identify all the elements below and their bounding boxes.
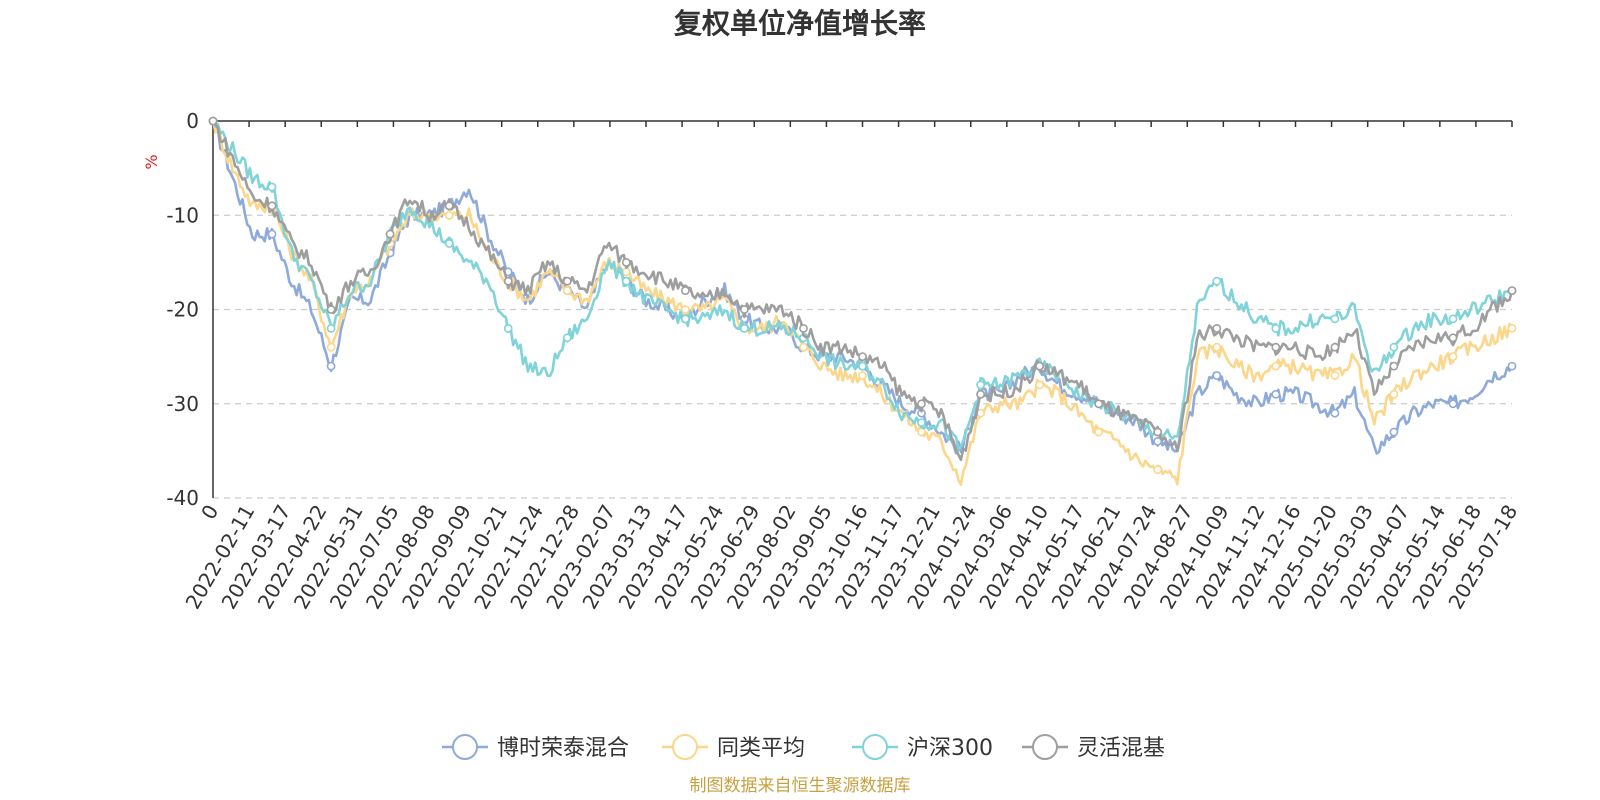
series-line-1	[211, 120, 1514, 486]
data-source-note: 制图数据来自恒生聚源数据库	[690, 776, 911, 796]
series-marker	[917, 399, 926, 409]
series-marker	[799, 323, 808, 333]
y-axis-ticks: 0 -10 -20 -30 -40	[166, 109, 199, 510]
series-marker	[1389, 342, 1399, 352]
series-marker	[681, 286, 690, 295]
grid-lines	[213, 214, 1512, 499]
series-line-2	[211, 120, 1513, 452]
series-marker	[503, 323, 513, 333]
series-marker	[681, 314, 690, 324]
series-marker	[562, 333, 572, 343]
legend-item-1[interactable]: 同类平均	[662, 734, 805, 761]
legend-label: 灵活混基	[1077, 736, 1165, 761]
series-marker	[444, 239, 454, 248]
series-marker	[799, 342, 808, 352]
series-marker	[1389, 427, 1399, 437]
series-lines	[208, 116, 1517, 486]
y-tick-label: -40	[166, 486, 199, 510]
series-marker	[976, 380, 985, 390]
legend-label: 博时荣泰混合	[497, 736, 629, 761]
series-marker	[1448, 333, 1458, 343]
series-line-3	[211, 120, 1514, 462]
y-tick-label: -20	[166, 298, 199, 322]
series-marker	[858, 352, 867, 361]
series-marker	[444, 210, 454, 220]
series-marker	[1153, 436, 1163, 446]
series-marker	[1330, 342, 1340, 352]
series-marker	[1507, 286, 1517, 295]
series-marker	[1330, 408, 1340, 418]
series-marker	[326, 361, 336, 371]
legend-label: 同类平均	[717, 736, 805, 761]
series-marker	[917, 418, 926, 427]
series-marker	[1271, 342, 1281, 352]
series-marker	[326, 342, 336, 352]
legend-label: 沪深300	[907, 736, 993, 761]
series-marker	[267, 182, 277, 192]
series-marker	[681, 305, 690, 314]
y-tick-label: -10	[166, 203, 199, 227]
legend-marker	[452, 734, 478, 760]
series-marker	[1389, 361, 1399, 371]
series-marker	[1448, 399, 1458, 409]
series-marker	[326, 305, 336, 314]
series-marker	[858, 371, 867, 380]
y-tick-label: 0	[186, 109, 199, 133]
series-marker	[1212, 342, 1222, 352]
series-marker	[621, 267, 631, 277]
series-marker	[503, 276, 513, 286]
series-marker	[1507, 323, 1517, 333]
series-marker	[1448, 352, 1458, 361]
series-marker	[1153, 465, 1163, 475]
y-axis-unit: %	[142, 154, 161, 169]
series-marker	[621, 276, 631, 286]
series-marker	[1389, 389, 1399, 399]
series-marker	[326, 323, 336, 333]
series-marker	[740, 323, 749, 333]
x-axis-ticks: 02022-02-112022-03-172022-04-222022-05-3…	[181, 121, 1522, 613]
y-tick-label: -30	[166, 392, 199, 416]
legend-marker	[672, 734, 698, 760]
series-marker	[740, 305, 749, 314]
series-marker	[1212, 323, 1222, 333]
legend-marker	[862, 734, 888, 760]
series-marker	[976, 389, 985, 399]
series-marker	[1212, 276, 1222, 286]
series-marker	[917, 427, 926, 437]
series-marker	[1094, 399, 1104, 409]
legend-item-3[interactable]: 灵活混基	[1022, 734, 1165, 761]
series-marker	[444, 201, 454, 211]
series-marker	[1330, 314, 1340, 324]
series-marker	[267, 201, 277, 211]
series-marker	[858, 361, 867, 371]
series-marker	[1035, 380, 1044, 390]
series-marker	[562, 286, 572, 295]
series-marker	[208, 116, 218, 126]
legend-marker	[1032, 734, 1058, 760]
series-marker	[1271, 361, 1281, 371]
legend: 博时荣泰混合 同类平均 沪深300 灵活混基	[442, 734, 1165, 761]
series-marker	[1507, 361, 1517, 371]
series-marker	[1271, 389, 1281, 399]
series-marker	[1271, 323, 1281, 333]
legend-item-0[interactable]: 博时荣泰混合	[442, 734, 629, 761]
series-marker	[385, 229, 395, 239]
series-marker	[621, 257, 631, 267]
series-marker	[1330, 371, 1340, 380]
legend-item-2[interactable]: 沪深300	[852, 734, 993, 761]
series-marker	[1035, 361, 1044, 371]
x-tick-label: 0	[196, 501, 223, 524]
series-marker	[267, 229, 277, 239]
chart-title: 复权单位净值增长率	[674, 7, 926, 40]
series-marker	[1448, 314, 1458, 324]
series-marker	[1153, 427, 1163, 437]
series-marker	[1212, 371, 1222, 380]
series-marker	[1094, 427, 1104, 437]
series-marker	[562, 276, 572, 286]
